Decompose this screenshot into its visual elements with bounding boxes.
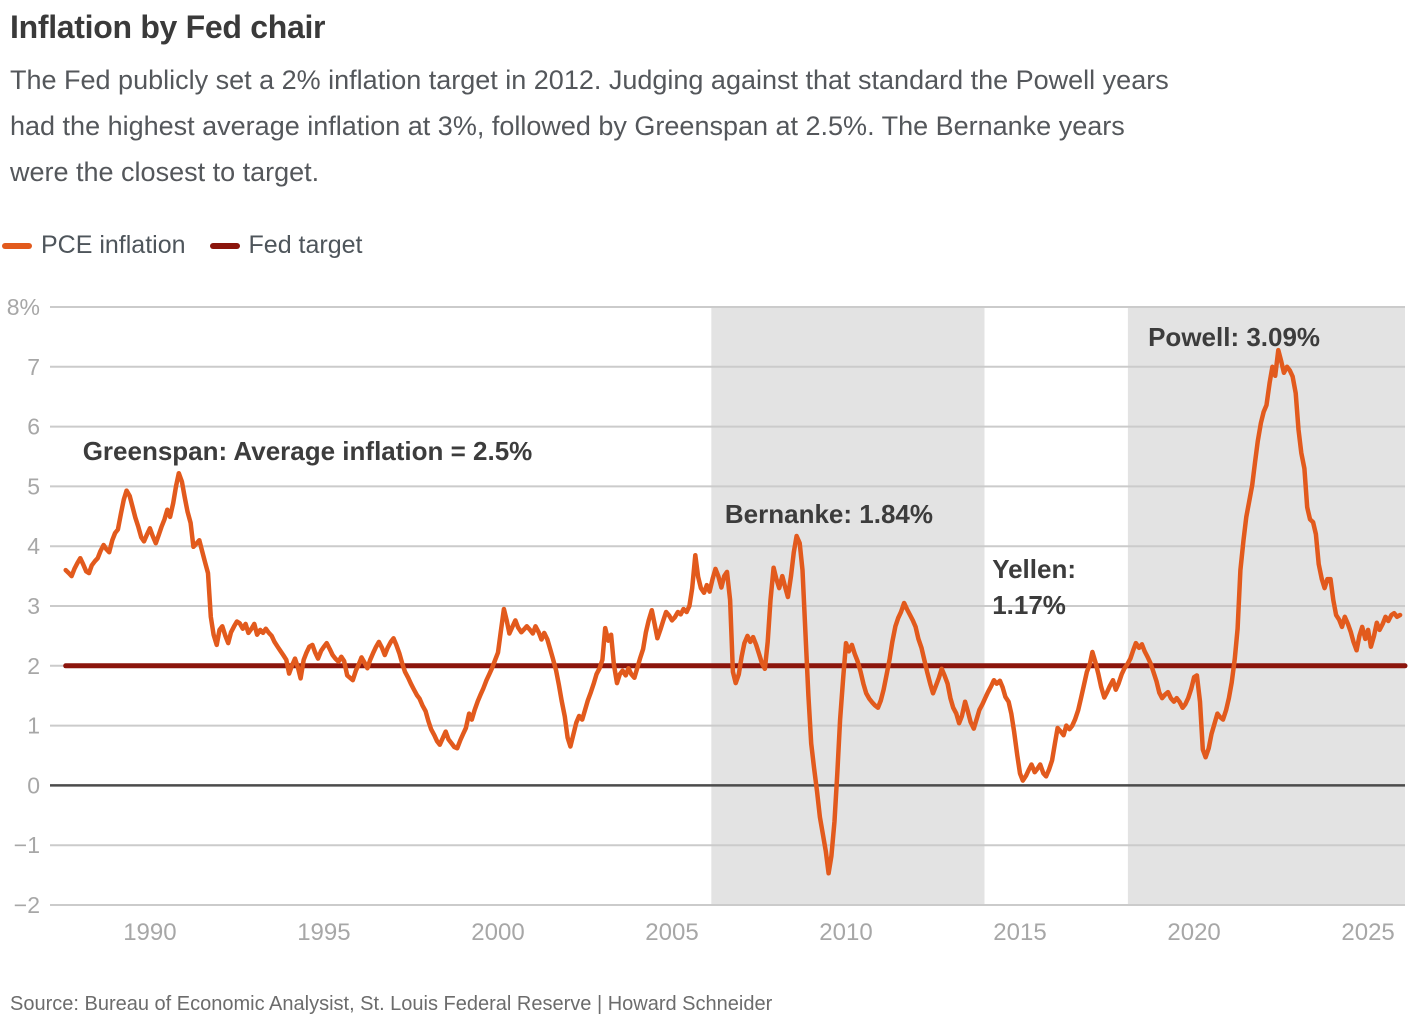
legend-item-pce: PCE inflation bbox=[2, 231, 186, 260]
powell-annotation: Powell: 3.09% bbox=[1148, 322, 1320, 352]
chart-legend: PCE inflation Fed target bbox=[2, 231, 362, 260]
fed-target-swatch-icon bbox=[209, 242, 240, 249]
subtitle-line-3: were the closest to target. bbox=[10, 157, 320, 187]
y-tick-label: 0 bbox=[27, 772, 40, 798]
x-tick-label: 2010 bbox=[819, 919, 872, 946]
y-tick-label: 4 bbox=[27, 533, 40, 559]
x-tick-label: 2015 bbox=[993, 919, 1046, 946]
chart-subtitle: The Fed publicly set a 2% inflation targ… bbox=[10, 57, 1169, 195]
legend-item-fed-target: Fed target bbox=[209, 231, 363, 260]
y-tick-label: 7 bbox=[27, 354, 40, 380]
pce-line-swatch-icon bbox=[2, 242, 32, 249]
y-tick-label: 3 bbox=[27, 593, 40, 619]
subtitle-line-2: had the highest average inflation at 3%,… bbox=[10, 111, 1125, 141]
y-tick-label: −1 bbox=[14, 832, 40, 858]
x-tick-label: 2020 bbox=[1167, 919, 1220, 946]
y-tick-label: 8% bbox=[7, 294, 40, 320]
pce-inflation-line bbox=[63, 347, 1403, 876]
subtitle-line-1: The Fed publicly set a 2% inflation targ… bbox=[10, 65, 1169, 95]
x-tick-label: 1995 bbox=[297, 919, 350, 946]
y-tick-label: 5 bbox=[27, 473, 40, 499]
x-tick-label: 2025 bbox=[1341, 919, 1394, 946]
bernanke-annotation: Bernanke: 1.84% bbox=[725, 499, 933, 529]
y-tick-label: 2 bbox=[27, 653, 40, 679]
legend-label-fed-target: Fed target bbox=[248, 231, 363, 259]
y-tick-label: 1 bbox=[27, 713, 40, 739]
legend-label-pce: PCE inflation bbox=[41, 231, 186, 259]
y-tick-label: 6 bbox=[27, 414, 40, 440]
x-tick-label: 2005 bbox=[645, 919, 698, 946]
page-title: Inflation by Fed chair bbox=[10, 9, 326, 45]
y-tick-label: −2 bbox=[14, 892, 40, 918]
source-credit: Source: Bureau of Economic Analysist, St… bbox=[10, 993, 773, 1015]
yellen-annotation: Yellen: bbox=[992, 554, 1076, 584]
x-tick-label: 2000 bbox=[471, 919, 524, 946]
greenspan-annotation: Greenspan: Average inflation = 2.5% bbox=[83, 436, 533, 466]
yellen-annotation: 1.17% bbox=[992, 590, 1066, 620]
x-tick-label: 1990 bbox=[123, 919, 176, 946]
